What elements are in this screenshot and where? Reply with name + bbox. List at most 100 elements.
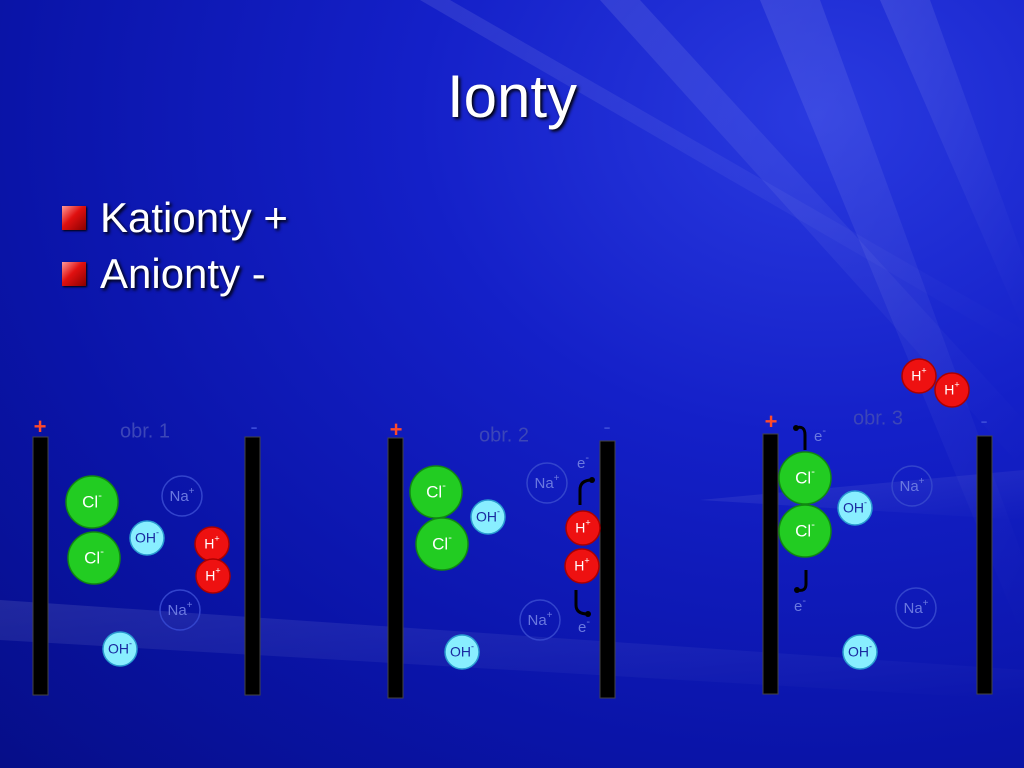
ion-label: OH- [843, 498, 867, 516]
hydrogen-ion: H+ [564, 548, 600, 584]
panel-3: + - obr. 3 Cl- Cl- Na+ Na+ OH- OH- H+H+ e-e- [762, 358, 993, 695]
ion-label: Na+ [534, 473, 559, 492]
ion-label: Na+ [903, 598, 928, 617]
ion-label: Cl- [426, 480, 446, 501]
ion-circle [129, 520, 165, 556]
bullet-item-cations: Kationty + [62, 190, 288, 246]
ion-charge: - [98, 490, 102, 502]
ion-charge: + [189, 486, 195, 497]
electron-charge: - [802, 595, 806, 607]
arrow-head-icon [589, 477, 595, 483]
ion-charge: + [954, 380, 959, 390]
ion-charge: + [214, 534, 219, 544]
anode-electrode [762, 433, 779, 695]
chloride-ion: Cl- [65, 475, 119, 529]
panel-caption: obr. 2 [479, 424, 529, 446]
chloride-ion: Cl- [67, 531, 121, 585]
ion-circle [470, 499, 506, 535]
chloride-ion: Cl- [415, 517, 469, 571]
panel-caption: obr. 1 [120, 420, 170, 442]
electron-charge: - [822, 425, 826, 437]
bullet-list: Kationty + Anionty - [62, 190, 288, 302]
minus-sign: - [980, 408, 987, 433]
ion-circle [65, 475, 119, 529]
ion-label: OH- [450, 642, 474, 660]
ion-label: Cl- [795, 466, 815, 487]
bullet-text: Kationty + [100, 194, 288, 241]
ion-charge: - [497, 507, 500, 517]
cathode-electrode [976, 435, 993, 695]
bullet-square-icon [62, 262, 86, 286]
panel-2: + - obr. 2 Cl- Cl- Na+ Na+ OH- OH- H+H+ e-e- [387, 414, 616, 699]
ion-charge: - [864, 498, 867, 508]
chloride-ion: Cl- [778, 504, 832, 558]
cathode-electrode [244, 436, 261, 696]
ion-charge: + [547, 610, 553, 621]
electron-label: e- [814, 425, 826, 445]
electron-label: e- [794, 595, 806, 615]
ion-label: Na+ [899, 476, 924, 495]
ion-charge: + [585, 518, 590, 528]
ion-charge: - [448, 532, 452, 544]
ion-charge: - [156, 528, 159, 538]
arrow-head-icon [794, 587, 800, 593]
ion-circle [159, 589, 201, 631]
slide-title: Ionty [446, 63, 578, 130]
ion-circle [519, 599, 561, 641]
ion-label: Na+ [169, 486, 194, 505]
ion-circle [195, 558, 231, 594]
cathode-electrode [599, 440, 616, 699]
bullet-square-icon [62, 206, 86, 230]
hydrogen-ion: H+ [194, 526, 230, 562]
ion-label: OH- [135, 528, 159, 546]
ion-charge: - [100, 546, 104, 558]
electron-arrow-icon [574, 590, 589, 616]
ion-label: Cl- [795, 519, 815, 540]
electron-charge: - [586, 616, 590, 628]
hydroxide-ion: OH- [102, 631, 138, 667]
ion-charge: - [869, 642, 872, 652]
ion-circle [842, 634, 878, 670]
plus-sign: + [765, 409, 778, 434]
ion-label: OH- [108, 639, 132, 657]
arrow-head-icon [585, 611, 591, 617]
electron: e- [574, 590, 591, 636]
hydroxide-ion: OH- [842, 634, 878, 670]
ion-circle [837, 490, 873, 526]
ion-charge: + [921, 366, 926, 376]
ion-circle [67, 531, 121, 585]
sodium-ion: Na+ [159, 589, 201, 631]
plus-sign: + [390, 417, 403, 442]
anode-electrode [32, 436, 49, 696]
hydroxide-ion: OH- [129, 520, 165, 556]
electron-charge: - [585, 452, 589, 464]
ion-charge: + [919, 476, 925, 487]
chloride-ion: Cl- [778, 451, 832, 505]
ion-charge: - [129, 639, 132, 649]
bullet-item-anions: Anionty - [62, 246, 288, 302]
electron-arrow-icon [578, 478, 593, 505]
ion-charge: - [811, 466, 815, 478]
arrow-head-icon [793, 425, 799, 431]
ion-circle [444, 634, 480, 670]
ion-label: OH- [476, 507, 500, 525]
plus-sign: + [34, 414, 47, 439]
ion-charge: - [442, 480, 446, 492]
ion-label: Cl- [82, 490, 102, 511]
ion-label: Na+ [527, 610, 552, 629]
anode-electrode [387, 437, 404, 699]
hydroxide-ion: OH- [837, 490, 873, 526]
ion-label: Cl- [84, 546, 104, 567]
ion-circle [102, 631, 138, 667]
sodium-ion: Na+ [519, 599, 561, 641]
bullet-text: Anionty - [100, 250, 266, 297]
hydroxide-ion: OH- [444, 634, 480, 670]
ion-circle [564, 548, 600, 584]
electron: e- [577, 452, 595, 505]
panel-caption: obr. 3 [853, 407, 903, 429]
electron-label: e- [577, 452, 589, 472]
electron-arrow-icon [795, 425, 807, 450]
panel-1: + - obr. 1 Cl- Cl- Na+ Na+ OH- OH- H+H+ [32, 414, 261, 696]
ion-circle [895, 587, 937, 629]
ion-label: Na+ [167, 600, 192, 619]
